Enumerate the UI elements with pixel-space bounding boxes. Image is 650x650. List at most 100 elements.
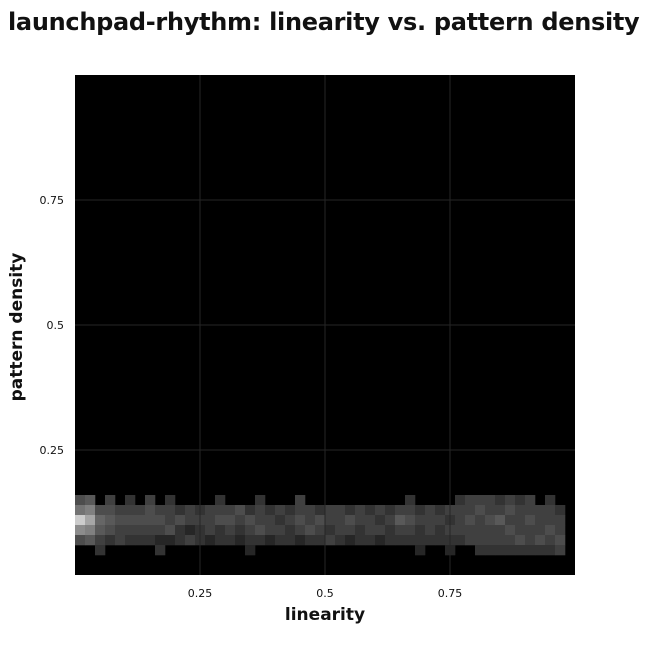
heatmap-cell <box>465 535 476 546</box>
heatmap-cell <box>145 505 156 516</box>
heatmap-cell <box>125 505 136 516</box>
heatmap-cell <box>205 525 216 536</box>
heatmap-cell <box>295 505 306 516</box>
heatmap-cell <box>185 515 196 526</box>
heatmap-cell <box>85 525 96 536</box>
heatmap-cell <box>175 505 186 516</box>
heatmap-cell <box>215 515 226 526</box>
heatmap-cell <box>435 525 446 536</box>
heatmap-cell <box>505 545 516 556</box>
y-axis-label: pattern density <box>7 253 27 402</box>
heatmap-cell <box>525 515 536 526</box>
heatmap-cell <box>545 515 556 526</box>
heatmap-cell <box>415 535 426 546</box>
heatmap-cell <box>275 525 286 536</box>
heatmap-cell <box>255 535 266 546</box>
heatmap-cell <box>495 505 506 516</box>
heatmap-cell <box>245 525 256 536</box>
heatmap-cell <box>115 505 126 516</box>
heatmap-cell <box>525 505 536 516</box>
heatmap-cell <box>235 535 246 546</box>
heatmap-cell <box>285 515 296 526</box>
heatmap-cell <box>505 535 516 546</box>
heatmap-cell <box>375 525 386 536</box>
heatmap-cell <box>75 505 86 516</box>
heatmap-cell <box>335 515 346 526</box>
x-axis-ticks: 0.25 0.5 0.75 <box>188 587 463 600</box>
heatmap-cell <box>485 505 496 516</box>
heatmap-cell <box>515 515 526 526</box>
heatmap-cell <box>355 515 366 526</box>
heatmap-cell <box>455 525 466 536</box>
heatmap-cell <box>185 505 196 516</box>
heatmap-cell <box>485 515 496 526</box>
heatmap-cell <box>545 495 556 506</box>
x-axis-label: linearity <box>285 605 365 625</box>
heatmap-cell <box>375 515 386 526</box>
heatmap-cell <box>535 545 546 556</box>
heatmap-cell <box>215 505 226 516</box>
heatmap-cell <box>265 515 276 526</box>
heatmap-cell <box>375 535 386 546</box>
heatmap-cell <box>285 535 296 546</box>
heatmap-cell <box>455 535 466 546</box>
heatmap-cell <box>85 495 96 506</box>
heatmap-cell <box>135 525 146 536</box>
heatmap-cell <box>505 525 516 536</box>
heatmap-cell <box>125 525 136 536</box>
heatmap-cell <box>265 535 276 546</box>
heatmap-cell <box>145 495 156 506</box>
y-tick-label: 0.5 <box>47 319 65 332</box>
heatmap-cell <box>105 535 116 546</box>
heatmap-cell <box>475 505 486 516</box>
heatmap-cell <box>465 495 476 506</box>
heatmap-cell <box>405 525 416 536</box>
heatmap-cell <box>165 495 176 506</box>
heatmap-cell <box>155 515 166 526</box>
heatmap-cell <box>385 515 396 526</box>
heatmap-cell <box>495 495 506 506</box>
heatmap-cell <box>115 535 126 546</box>
heatmap-cell <box>285 505 296 516</box>
heatmap-cell <box>395 505 406 516</box>
heatmap-cell <box>475 545 486 556</box>
heatmap-cell <box>385 505 396 516</box>
heatmap-cell <box>95 545 106 556</box>
heatmap-cell <box>505 505 516 516</box>
heatmap-cell <box>555 535 566 546</box>
heatmap-cell <box>415 515 426 526</box>
heatmap-cell <box>335 525 346 536</box>
heatmap-cell <box>515 535 526 546</box>
heatmap-cell <box>275 515 286 526</box>
heatmap-cell <box>395 535 406 546</box>
heatmap-cell <box>345 535 356 546</box>
heatmap-cell <box>515 525 526 536</box>
heatmap-cell <box>385 525 396 536</box>
heatmap-cell <box>295 535 306 546</box>
heatmap-cell <box>235 505 246 516</box>
heatmap-cell <box>295 515 306 526</box>
heatmap-cell <box>85 515 96 526</box>
heatmap-cell <box>355 525 366 536</box>
heatmap-cell <box>485 525 496 536</box>
heatmap-cell <box>415 545 426 556</box>
heatmap-cell <box>75 535 86 546</box>
heatmap-cell <box>215 525 226 536</box>
heatmap-cell <box>405 495 416 506</box>
heatmap-cell <box>245 515 256 526</box>
heatmap-cell <box>455 515 466 526</box>
heatmap-cell <box>275 505 286 516</box>
heatmap-cell <box>215 495 226 506</box>
heatmap-cell <box>95 535 106 546</box>
heatmap-cell <box>205 505 216 516</box>
x-tick-label: 0.75 <box>438 587 463 600</box>
heatmap-cell <box>85 505 96 516</box>
heatmap-cell <box>325 535 336 546</box>
heatmap-cell <box>545 525 556 536</box>
heatmap-cell <box>465 525 476 536</box>
heatmap-cell <box>555 525 566 536</box>
heatmap-cell <box>255 495 266 506</box>
heatmap-cell <box>365 535 376 546</box>
heatmap-cell <box>505 515 516 526</box>
heatmap-cell <box>85 535 96 546</box>
